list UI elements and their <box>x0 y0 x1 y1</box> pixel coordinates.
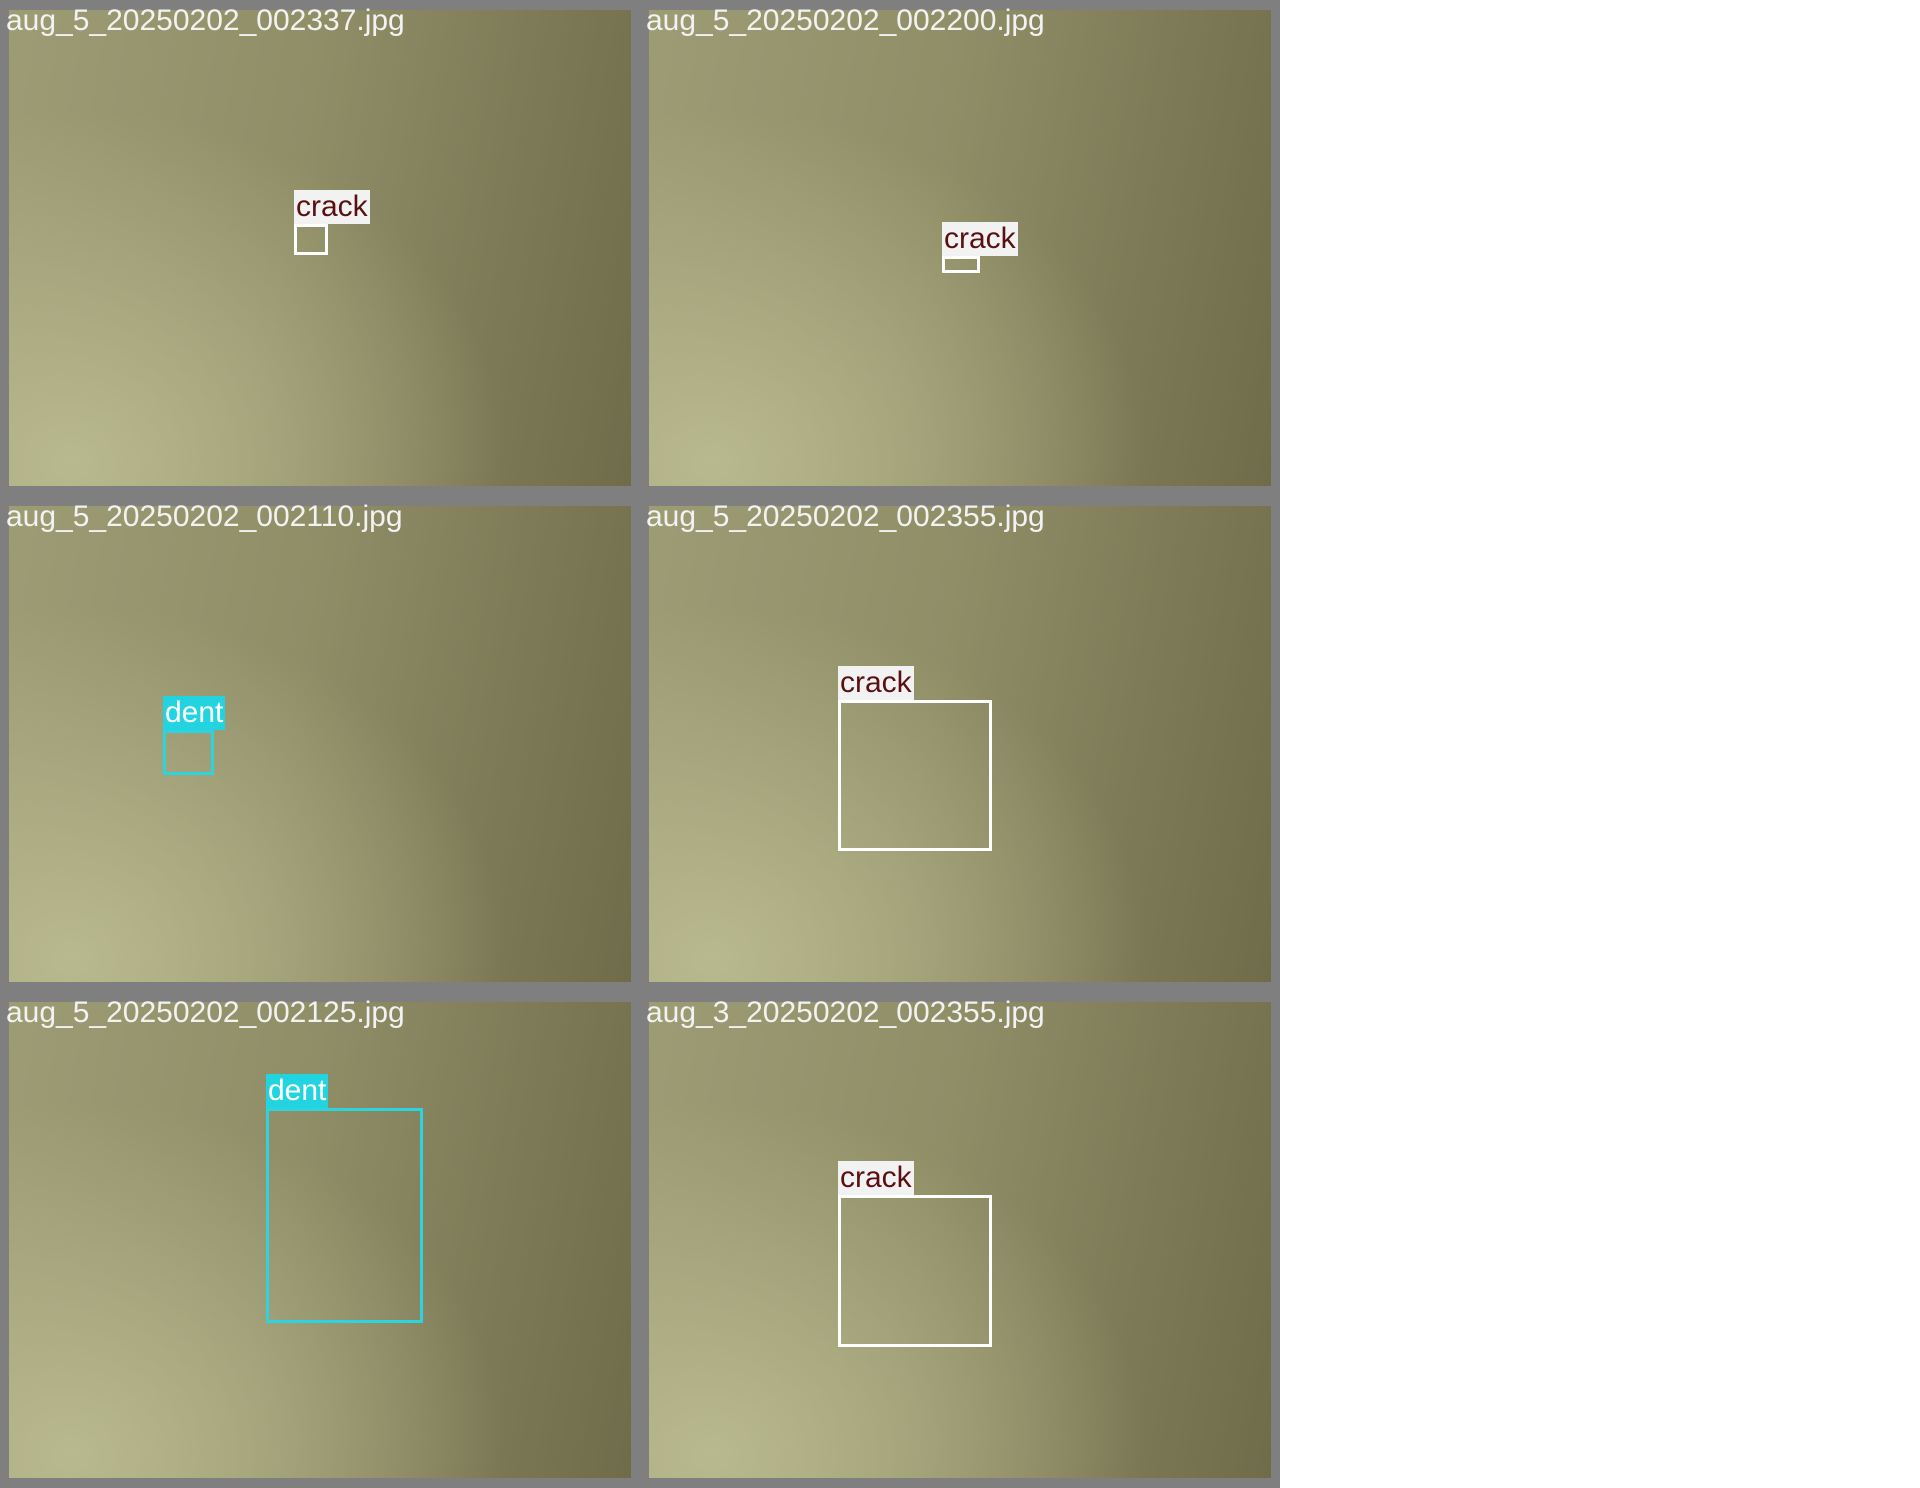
photo <box>649 506 1271 982</box>
detection-label: dent <box>163 696 226 730</box>
filename: aug_5_20250202_002200.jpg <box>646 4 1045 37</box>
filename: aug_5_20250202_002110.jpg <box>6 500 403 533</box>
bounding-box: dent <box>266 1074 423 1323</box>
detection-label: crack <box>942 222 1018 256</box>
filename: aug_5_20250202_002125.jpg <box>6 996 405 1029</box>
image-tile: dent aug_5_20250202_002125.jpg <box>0 992 640 1488</box>
detection-label: crack <box>838 666 914 700</box>
image-tile: crack aug_5_20250202_002337.jpg <box>0 0 640 496</box>
bounding-box: crack <box>294 190 370 255</box>
detection-label: crack <box>838 1161 914 1195</box>
image-tile: crack aug_5_20250202_002355.jpg <box>640 496 1280 992</box>
photo <box>9 10 631 486</box>
photo <box>649 1002 1271 1478</box>
filename: aug_3_20250202_002355.jpg <box>646 996 1045 1029</box>
photo <box>9 506 631 982</box>
image-tile: crack aug_3_20250202_002355.jpg <box>640 992 1280 1488</box>
bounding-box: dent <box>163 696 226 775</box>
image-tile: dent aug_5_20250202_002110.jpg <box>0 496 640 992</box>
bounding-box: crack <box>838 1161 992 1347</box>
bounding-box: crack <box>838 666 992 851</box>
filename: aug_5_20250202_002337.jpg <box>6 4 405 37</box>
filename: aug_5_20250202_002355.jpg <box>646 500 1045 533</box>
bounding-box: crack <box>942 222 1018 273</box>
detection-label: crack <box>294 190 370 224</box>
image-tile: crack aug_5_20250202_002200.jpg <box>640 0 1280 496</box>
detection-label: dent <box>266 1074 329 1108</box>
